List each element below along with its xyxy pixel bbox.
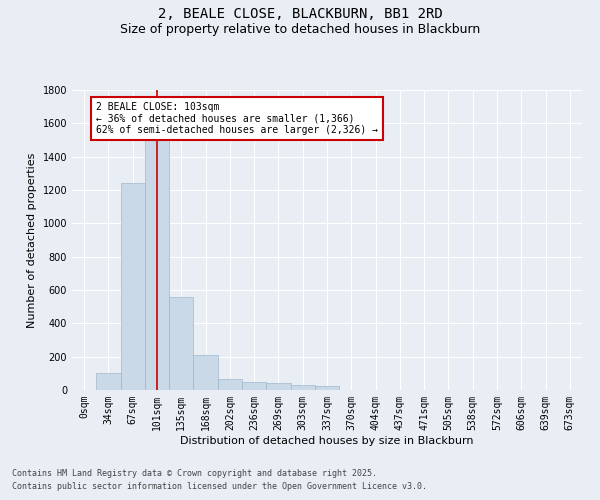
Bar bbox=[169, 296, 193, 390]
Bar bbox=[315, 386, 339, 390]
Bar bbox=[96, 374, 121, 390]
Bar bbox=[121, 184, 145, 390]
Text: 2, BEALE CLOSE, BLACKBURN, BB1 2RD: 2, BEALE CLOSE, BLACKBURN, BB1 2RD bbox=[158, 8, 442, 22]
Text: Size of property relative to detached houses in Blackburn: Size of property relative to detached ho… bbox=[120, 22, 480, 36]
Bar bbox=[193, 355, 218, 390]
Text: 2 BEALE CLOSE: 103sqm
← 36% of detached houses are smaller (1,366)
62% of semi-d: 2 BEALE CLOSE: 103sqm ← 36% of detached … bbox=[96, 102, 378, 135]
Text: Contains public sector information licensed under the Open Government Licence v3: Contains public sector information licen… bbox=[12, 482, 427, 491]
Y-axis label: Number of detached properties: Number of detached properties bbox=[27, 152, 37, 328]
Bar bbox=[218, 378, 242, 390]
Bar bbox=[242, 382, 266, 390]
Bar bbox=[266, 384, 290, 390]
Bar bbox=[290, 385, 315, 390]
X-axis label: Distribution of detached houses by size in Blackburn: Distribution of detached houses by size … bbox=[180, 436, 474, 446]
Text: Contains HM Land Registry data © Crown copyright and database right 2025.: Contains HM Land Registry data © Crown c… bbox=[12, 468, 377, 477]
Bar bbox=[145, 138, 169, 390]
